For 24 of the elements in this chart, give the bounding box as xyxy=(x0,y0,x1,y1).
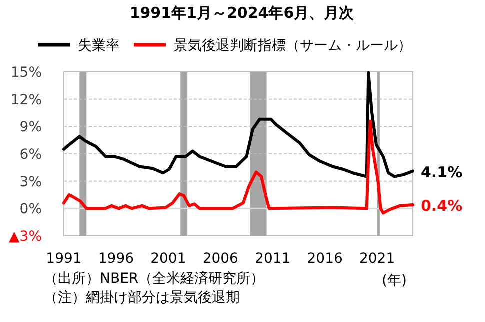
y-tick-label: 15% xyxy=(10,65,42,81)
x-axis-title: (年) xyxy=(382,273,407,289)
y-tick-label: 6% xyxy=(20,147,42,163)
x-tick-label: 2021 xyxy=(359,251,396,267)
legend-label: 失業率 xyxy=(78,38,120,54)
x-tick-label: 2001 xyxy=(150,251,186,267)
data-label: 0.4% xyxy=(421,197,463,216)
text: （出所）NBER（全米経済研究所） xyxy=(44,271,265,287)
line-series xyxy=(62,120,414,215)
line-series xyxy=(62,71,414,178)
x-tick-label: 2006 xyxy=(202,251,239,267)
legend-label: 景気後退判断指標（サーム・ルール） xyxy=(174,38,412,54)
x-tick-label: 1996 xyxy=(98,251,134,267)
y-tick-label: 12% xyxy=(10,92,42,108)
x-tick-label: 2011 xyxy=(255,251,291,267)
y-tick-label: 3% xyxy=(20,174,42,190)
x-tick-label: 2016 xyxy=(307,251,343,267)
chart-title: 1991年1月～2024年6月、月次 xyxy=(130,4,356,22)
y-tick-label: 9% xyxy=(20,120,42,136)
y-tick-label: ▲3% xyxy=(9,229,42,245)
y-tick-label: 0% xyxy=(20,202,42,218)
data-label: 4.1% xyxy=(421,163,463,182)
x-tick-label: 1991 xyxy=(46,251,82,267)
text: （注）網掛け部分は景気後退期 xyxy=(44,290,240,306)
